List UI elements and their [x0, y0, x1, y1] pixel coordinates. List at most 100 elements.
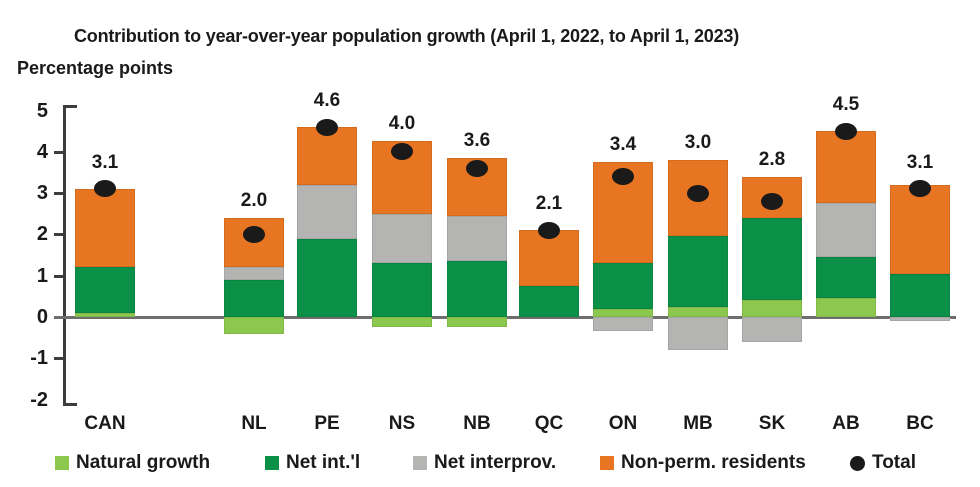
bar-segment-on — [593, 263, 653, 309]
bar-segment-bc — [890, 273, 950, 317]
x-tick-label-bc: BC — [906, 413, 934, 434]
y-axis-tick — [54, 192, 63, 196]
y-tick-label: -1 — [30, 347, 48, 370]
bar-segment-ab — [816, 131, 876, 204]
bar-segment-nl — [224, 267, 284, 280]
x-tick-label-qc: QC — [534, 413, 564, 434]
total-label-ab: 4.5 — [832, 94, 860, 116]
y-tick-label: -2 — [30, 388, 48, 411]
y-tick-label: 1 — [36, 264, 48, 287]
y-tick-label: 0 — [36, 306, 48, 328]
total-label-sk: 2.8 — [758, 148, 786, 170]
legend-label: Net interprov. — [434, 452, 557, 473]
legend-swatch-square — [55, 456, 69, 470]
x-tick-label-nb: NB — [463, 413, 491, 434]
y-tick-label: 2 — [36, 223, 48, 246]
y-axis-top-cap — [65, 104, 77, 108]
legend-swatch-square — [600, 456, 614, 470]
legend-item-total: Total — [850, 449, 916, 477]
bar-segment-bc — [890, 184, 950, 274]
bar-segment-can — [75, 267, 135, 313]
x-tick-label-nl: NL — [241, 413, 267, 434]
legend-swatch-circle — [850, 455, 865, 471]
total-label-mb: 3.0 — [684, 132, 712, 154]
legend-label: Net int.'l — [286, 452, 361, 473]
x-tick-label-ab: AB — [832, 413, 860, 434]
bar-segment-on — [593, 308, 653, 317]
total-label-pe: 4.6 — [313, 90, 341, 112]
x-tick-label-sk: SK — [758, 413, 786, 434]
bar-segment-sk — [742, 317, 802, 342]
legend-swatch-square — [413, 456, 427, 470]
legend-label: Non-perm. residents — [621, 452, 806, 473]
total-dot-nb — [466, 159, 488, 177]
y-axis-bottom-cap — [65, 402, 77, 406]
bar-segment-mb — [668, 306, 728, 317]
bar-segment-bc — [890, 317, 950, 322]
total-dot-ns — [391, 143, 413, 161]
total-label-can: 3.1 — [91, 151, 119, 173]
bar-segment-on — [593, 317, 653, 332]
total-dot-pe — [316, 118, 338, 136]
bar-segment-nl — [224, 279, 284, 317]
y-axis-tick — [54, 357, 63, 361]
total-label-qc: 2.1 — [535, 193, 563, 215]
total-dot-can — [94, 180, 116, 198]
x-tick-label-pe: PE — [314, 413, 340, 434]
bar-segment-nl — [224, 317, 284, 334]
total-label-nb: 3.6 — [463, 129, 491, 151]
bar-segment-ab — [816, 203, 876, 258]
bar-segment-qc — [519, 230, 579, 287]
bar-segment-nb — [447, 215, 507, 262]
total-label-bc: 3.1 — [906, 151, 934, 173]
bar-segment-ab — [816, 257, 876, 299]
total-dot-bc — [909, 180, 931, 198]
bar-segment-sk — [742, 300, 802, 317]
chart-title: Contribution to year-over-year populatio… — [74, 26, 740, 46]
y-axis-line — [63, 104, 66, 406]
total-label-nl: 2.0 — [240, 189, 268, 211]
bar-segment-pe — [297, 127, 357, 185]
bar-segment-pe — [297, 184, 357, 239]
bar-segment-sk — [742, 217, 802, 301]
total-label-ns: 4.0 — [388, 113, 416, 135]
bar-segment-ns — [372, 263, 432, 317]
bar-segment-can — [75, 188, 135, 268]
y-axis-title: Percentage points — [17, 58, 174, 78]
legend-label: Total — [872, 452, 916, 473]
bar-segment-nb — [447, 261, 507, 317]
legend-swatch-square — [265, 456, 279, 470]
bar-segment-ab — [816, 298, 876, 317]
bar-segment-nb — [447, 317, 507, 328]
total-dot-nl — [243, 225, 265, 243]
bar-segment-pe — [297, 238, 357, 317]
total-dot-qc — [538, 221, 560, 239]
bar-segment-can — [75, 312, 135, 317]
x-tick-label-can: CAN — [84, 413, 126, 434]
x-tick-label-on: ON — [608, 413, 638, 434]
bar-segment-ns — [372, 317, 432, 328]
total-dot-mb — [687, 184, 709, 202]
y-tick-label: 5 — [36, 99, 48, 122]
x-tick-label-mb: MB — [683, 413, 713, 434]
bar-segment-qc — [519, 286, 579, 317]
legend-item-natural-growth: Natural growth — [55, 449, 210, 477]
legend-label: Natural growth — [76, 452, 211, 473]
legend-item-net-int-l: Net int.'l — [265, 449, 360, 477]
total-label-on: 3.4 — [609, 134, 637, 156]
legend: Natural growth Net int.'l Net interprov. No… — [0, 449, 980, 479]
total-dot-on — [612, 168, 634, 186]
x-tick-label-ns: NS — [388, 413, 416, 434]
y-axis-tick — [54, 150, 63, 154]
y-axis-tick — [54, 274, 63, 278]
total-dot-ab — [835, 122, 857, 140]
total-dot-sk — [761, 192, 783, 210]
y-tick-label: 3 — [36, 182, 48, 205]
legend-item-non-perm-residents: Non-perm. residents — [600, 449, 806, 477]
bar-segment-ns — [372, 213, 432, 264]
y-tick-label: 4 — [36, 140, 48, 163]
bar-segment-mb — [668, 317, 728, 351]
legend-item-net-interprov: Net interprov. — [413, 449, 556, 477]
